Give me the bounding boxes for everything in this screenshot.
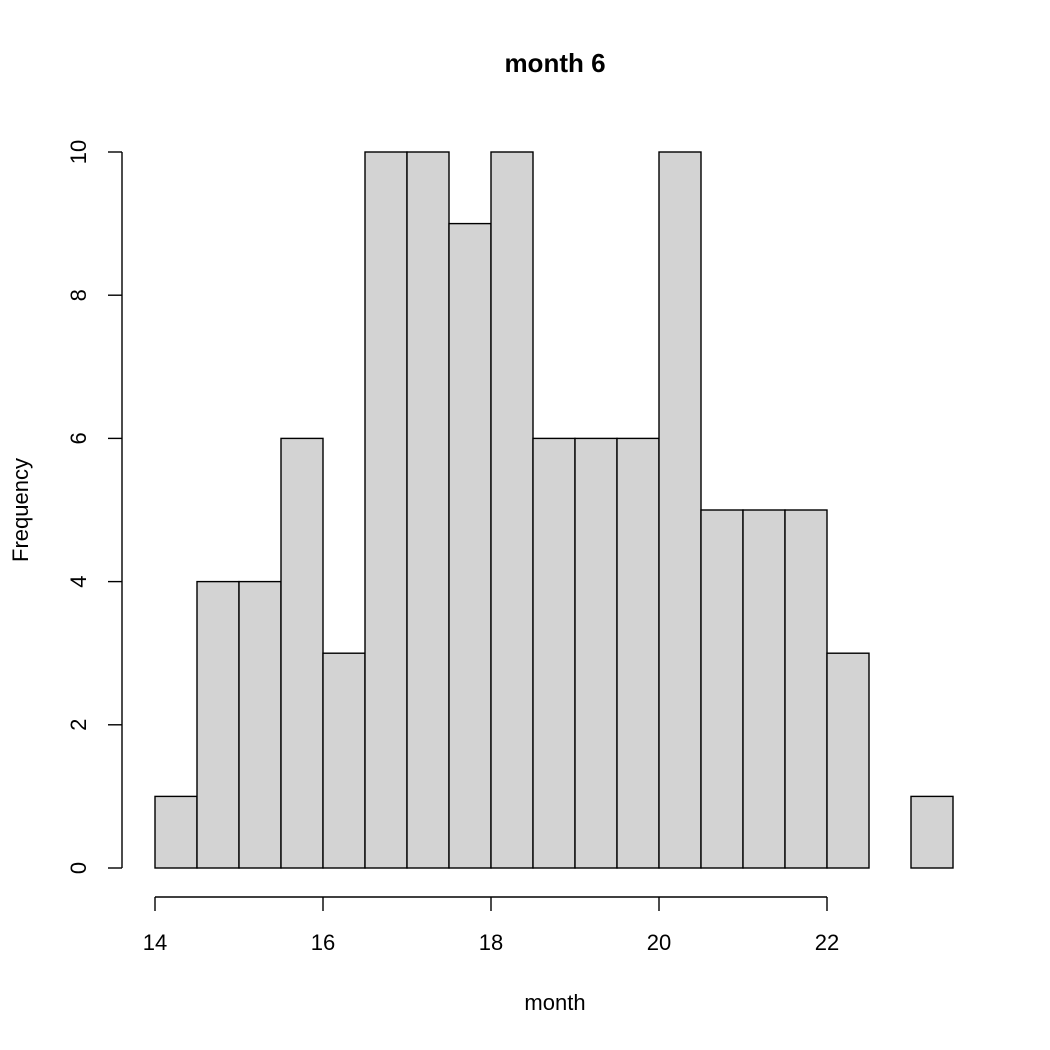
y-axis: 0 2 4 6 8 10 (66, 140, 123, 874)
y-axis-label: Frequency (8, 458, 33, 562)
histogram-bar-6 (406, 151, 450, 869)
histogram-bar-4 (322, 652, 366, 869)
histogram-bar-1 (196, 580, 240, 869)
histogram-bar-2 (238, 580, 282, 869)
y-tick-label-2: 4 (66, 575, 91, 587)
histogram-bar-15 (784, 509, 828, 869)
x-tick-label-4: 22 (815, 930, 839, 955)
x-tick-label-1: 16 (311, 930, 335, 955)
histogram-bar-12 (658, 151, 702, 869)
chart-title: month 6 (504, 48, 605, 78)
y-tick-label-0: 0 (66, 862, 91, 874)
y-tick-label-1: 2 (66, 719, 91, 731)
x-tick-label-0: 14 (143, 930, 167, 955)
histogram-bar-18 (910, 795, 954, 869)
histogram-bar-16 (826, 652, 870, 869)
histogram-bar-10 (574, 437, 618, 869)
histogram-bar-0 (154, 795, 198, 869)
histogram-bar-8 (490, 151, 534, 869)
y-tick-label-4: 8 (66, 289, 91, 301)
histogram-bar-7 (448, 222, 492, 869)
histogram-bars (154, 151, 954, 869)
x-tick-label-2: 18 (479, 930, 503, 955)
histogram-bar-3 (280, 437, 324, 869)
x-axis-label: month (524, 990, 585, 1015)
histogram-bar-11 (616, 437, 660, 869)
x-axis: 14 16 18 20 22 (143, 896, 839, 955)
histogram-bar-9 (532, 437, 576, 869)
histogram-bar-13 (700, 509, 744, 869)
y-tick-label-5: 10 (66, 140, 91, 164)
x-tick-label-3: 20 (647, 930, 671, 955)
y-tick-label-3: 6 (66, 432, 91, 444)
histogram-bar-5 (364, 151, 408, 869)
histogram-bar-14 (742, 509, 786, 869)
